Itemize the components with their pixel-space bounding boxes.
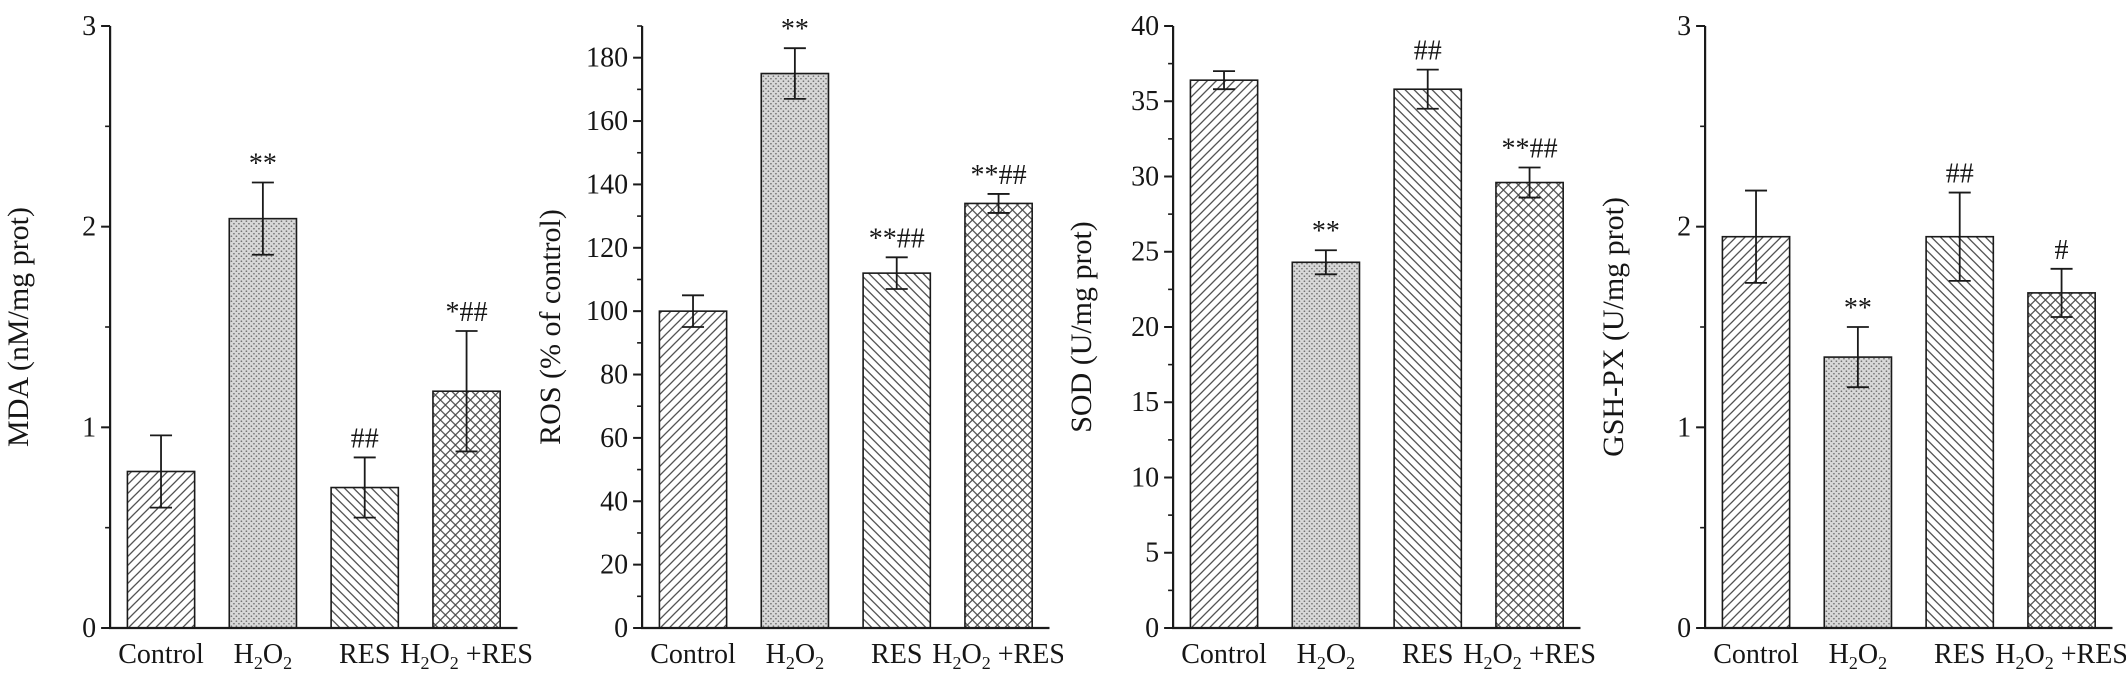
significance-label: **: [1843, 293, 1871, 324]
bar-1: [1822, 356, 1892, 629]
significance-label: **: [1312, 216, 1340, 247]
significance-label: ##: [1945, 159, 1973, 190]
significance-label: **: [780, 14, 808, 45]
error-bar: [1846, 326, 1869, 389]
y-tick-label: 160: [586, 106, 628, 137]
bar-2: [1924, 235, 1994, 629]
y-tick-label: 3: [1677, 11, 1691, 42]
error-bar: [455, 330, 478, 453]
bar-1: [228, 217, 298, 629]
y-tick-label: 40: [1131, 11, 1159, 42]
y-tick-label: 20: [600, 550, 628, 581]
significance-label: ##: [351, 423, 379, 454]
x-tick-label: H2O2: [765, 639, 823, 673]
error-bar: [1744, 189, 1767, 284]
error-bar: [1518, 166, 1541, 199]
error-bar: [783, 47, 806, 100]
significance-label: *##: [446, 297, 488, 328]
error-bar: [1314, 249, 1337, 276]
y-tick-label: 0: [614, 613, 628, 644]
y-tick-label: 20: [1131, 312, 1159, 343]
y-axis-label: SOD (U/mg prot): [1065, 221, 1098, 433]
error-bar: [150, 434, 173, 509]
error-bar: [1213, 70, 1236, 91]
significance-label: **##: [1502, 133, 1558, 164]
error-bar: [251, 181, 274, 256]
y-tick-label: 35: [1131, 86, 1159, 117]
y-tick-label: 0: [1145, 613, 1159, 644]
x-tick-label: RES: [339, 639, 390, 670]
y-axis-label: MDA (nM/mg prot): [2, 207, 35, 447]
bar-3: [2026, 292, 2096, 629]
y-tick-label: 60: [600, 423, 628, 454]
x-tick-label: H2O2 +RES: [1463, 639, 1594, 673]
chart-sod: Control ** H2O2 ## RES **## H2O2 +RES 0 5 10 15 20 2…: [1063, 0, 1594, 700]
x-tick-label: Control: [1181, 639, 1267, 670]
x-tick-label: H2O2: [1828, 639, 1886, 673]
bar-3: [963, 202, 1033, 629]
chart-svg: Control ** H2O2 ## RES *## H2O2 +RES 0 1 2 3 MDA (n…: [2, 11, 531, 673]
y-tick-label: 1: [1677, 412, 1691, 443]
y-tick-label: 10: [1131, 463, 1159, 494]
y-tick-label: 30: [1131, 162, 1159, 193]
y-tick-label: 3: [82, 11, 96, 42]
error-bar: [681, 294, 704, 328]
y-tick-label: 180: [586, 43, 628, 74]
x-tick-label: H2O2 +RES: [400, 639, 531, 673]
y-tick-label: 40: [600, 486, 628, 517]
y-tick-label: 140: [586, 169, 628, 200]
chart-svg: Control ** H2O2 ## RES # H2O2 +RES 0 1 2 3 GSH-PX (…: [1597, 11, 2126, 673]
x-tick-label: Control: [118, 639, 204, 670]
y-tick-label: 2: [82, 212, 96, 243]
significance-label: #: [2054, 235, 2068, 266]
y-tick-label: 2: [1677, 212, 1691, 243]
significance-label: **: [249, 149, 277, 180]
chart-svg: Control ** H2O2 ## RES **## H2O2 +RES 0 5 10 15 20 2…: [1065, 11, 1594, 673]
bar-3: [1495, 181, 1564, 629]
x-tick-label: Control: [650, 639, 736, 670]
y-tick-label: 5: [1145, 538, 1159, 569]
y-tick-label: 25: [1131, 237, 1159, 268]
y-axis-label: ROS (% of control): [534, 209, 567, 445]
error-bar: [353, 456, 376, 519]
y-tick-label: 1: [82, 412, 96, 443]
error-bar: [885, 256, 908, 290]
x-tick-label: H2O2: [234, 639, 292, 673]
x-tick-label: RES: [1934, 639, 1985, 670]
chart-svg: Control ** H2O2 **## RES **## H2O2 +RES 0 20 40 60…: [534, 14, 1063, 673]
error-bar: [2050, 267, 2073, 318]
x-tick-label: Control: [1713, 639, 1799, 670]
x-tick-label: RES: [871, 639, 922, 670]
bar-2: [1393, 88, 1463, 629]
chart-ros: Control ** H2O2 **## RES **## H2O2 +RES 0 20 40 60…: [532, 0, 1063, 700]
y-tick-label: 100: [586, 296, 628, 327]
axes: [1703, 26, 2112, 630]
significance-label: **##: [868, 223, 924, 254]
bar-0: [1189, 79, 1259, 629]
error-bar: [1416, 68, 1439, 110]
axes: [1172, 26, 1581, 630]
y-tick-label: 120: [586, 233, 628, 264]
x-tick-label: H2O2 +RES: [932, 639, 1063, 673]
y-tick-label: 0: [82, 613, 96, 644]
bar-0: [658, 310, 727, 629]
y-axis-label: GSH-PX (U/mg prot): [1597, 197, 1630, 457]
bar-2: [861, 272, 931, 629]
error-bar: [987, 193, 1010, 214]
bar-0: [1721, 235, 1790, 629]
y-tick-label: 15: [1131, 387, 1159, 418]
error-bar: [1948, 191, 1971, 282]
bar-1: [1291, 261, 1361, 629]
significance-label: **##: [970, 160, 1026, 191]
chart-mda: Control ** H2O2 ## RES *## H2O2 +RES 0 1 2 3 MDA (n…: [0, 0, 531, 700]
y-tick-label: 80: [600, 360, 628, 391]
bar-1: [759, 72, 829, 629]
x-tick-label: RES: [1402, 639, 1453, 670]
significance-label: ##: [1414, 36, 1442, 67]
y-tick-label: 0: [1677, 613, 1691, 644]
chart-gsh-px: Control ** H2O2 ## RES # H2O2 +RES 0 1 2 3 GSH-PX (…: [1595, 0, 2126, 700]
x-tick-label: H2O2: [1297, 639, 1355, 673]
x-tick-label: H2O2 +RES: [1995, 639, 2126, 673]
